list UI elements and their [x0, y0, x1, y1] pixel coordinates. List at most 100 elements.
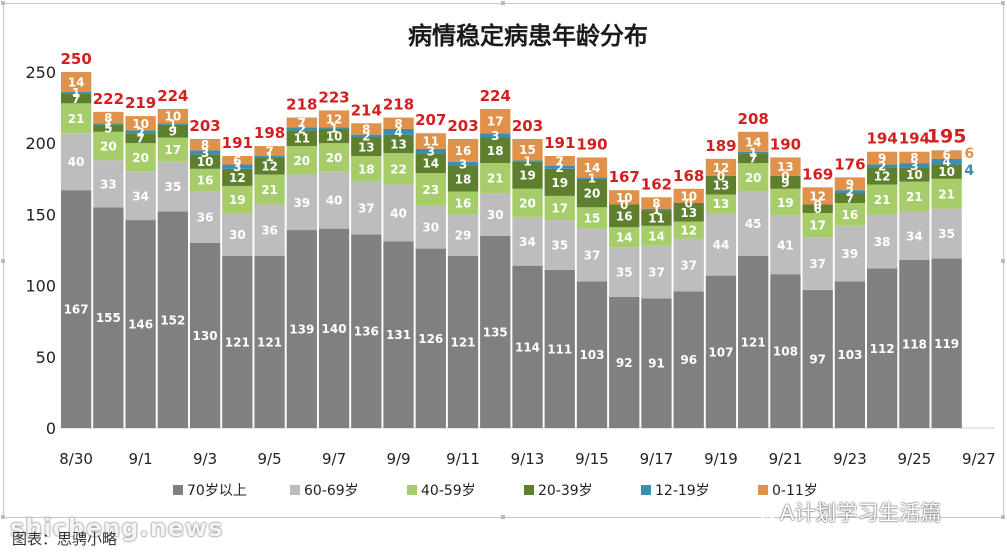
bar-segment	[609, 227, 640, 248]
bar-segment	[480, 109, 511, 134]
bar-segment	[673, 203, 704, 222]
bars	[60, 72, 962, 428]
bar-segment	[899, 163, 930, 168]
x-tick-label: 9/5	[257, 450, 281, 468]
segment-label: 103	[837, 348, 862, 362]
bar-segment	[189, 138, 221, 151]
resize-handle[interactable]	[1001, 259, 1005, 263]
bar-segment	[447, 214, 479, 256]
segment-label: 17	[164, 143, 181, 157]
resize-handle[interactable]	[501, 515, 505, 519]
resize-handle[interactable]	[501, 1, 505, 5]
segment-label: 16	[616, 209, 633, 223]
bar-segment	[286, 127, 317, 131]
legend-swatch	[173, 485, 183, 495]
bar-segment	[125, 220, 156, 428]
segment-label: 7	[136, 132, 144, 146]
segment-label: 13	[358, 140, 375, 154]
segment-label: 7	[846, 192, 854, 206]
bar-segment	[899, 211, 930, 260]
segment-label: 11	[293, 132, 310, 146]
segment-label: 21	[68, 112, 85, 126]
segment-label: 44	[713, 238, 730, 252]
segment-label: 4	[394, 125, 402, 139]
bar-segment	[641, 245, 672, 299]
bar-segment	[480, 193, 511, 236]
segment-label: 11	[648, 211, 665, 225]
bar-segment	[834, 193, 866, 204]
segment-label: 20	[326, 151, 343, 165]
total-label: 203	[189, 117, 220, 135]
bar-segment	[415, 153, 446, 174]
segment-label: 7	[749, 152, 757, 166]
bar-segment	[673, 188, 704, 204]
bar-segment	[93, 111, 124, 124]
bar-segment	[415, 205, 446, 249]
bar-segment	[931, 158, 962, 165]
bar-segment	[931, 164, 962, 179]
segment-label: 20	[584, 187, 601, 201]
resize-handle[interactable]	[1001, 1, 1005, 5]
resize-handle[interactable]	[1001, 515, 1005, 519]
bar-segment	[834, 225, 866, 282]
resize-handle[interactable]	[1, 259, 5, 263]
bar-segment	[512, 138, 543, 161]
segment-label: 40	[326, 194, 343, 208]
segment-label: 121	[257, 335, 282, 349]
bar-segment	[802, 187, 833, 205]
segment-label: 7	[72, 92, 80, 106]
segment-label: 30	[229, 228, 246, 242]
bar-segment	[318, 110, 350, 128]
segment-label: 13	[713, 179, 730, 193]
bar-segment	[60, 103, 92, 134]
segment-label: 3	[233, 160, 241, 174]
segment-label: 2	[362, 130, 370, 144]
segment-label: 18	[358, 162, 375, 176]
segment-label: 35	[616, 266, 633, 280]
legend-swatch	[407, 485, 417, 495]
resize-handle[interactable]	[1, 515, 5, 519]
bar-segment	[576, 157, 608, 178]
segment-label: 130	[193, 329, 218, 343]
bar-segment	[415, 133, 446, 149]
segment-label: 39	[842, 247, 859, 261]
segment-label: 2	[878, 159, 886, 173]
bar-segment	[286, 146, 317, 175]
total-label: 190	[576, 135, 607, 153]
bar-segment	[60, 93, 92, 104]
segment-label: 139	[289, 323, 314, 337]
total-label: 218	[286, 96, 317, 114]
bar-segment	[222, 212, 253, 256]
segment-label: 1	[265, 150, 273, 164]
segment-label: 121	[741, 335, 766, 349]
x-tick-label: 9/27	[962, 450, 996, 468]
bar-segment	[770, 175, 801, 189]
legend-label: 70岁以上	[187, 483, 247, 499]
bar-segment	[738, 151, 769, 154]
bar-segment	[480, 137, 511, 164]
bar-segment	[447, 138, 479, 162]
legend-label: 12-19岁	[655, 483, 710, 499]
segment-label: 37	[809, 257, 826, 271]
segment-label: 10	[132, 117, 149, 131]
bar-segment	[641, 210, 672, 226]
segment-label: 112	[870, 342, 895, 356]
total-label: 223	[318, 88, 349, 106]
segment-label: 13	[713, 197, 730, 211]
x-tick-label: 9/11	[446, 450, 480, 468]
bar-segment	[770, 215, 801, 275]
bar-segment	[512, 265, 543, 428]
bar-segment	[157, 211, 188, 428]
bar-segment	[738, 163, 769, 192]
bar-segment	[351, 123, 382, 135]
segment-label: 14	[584, 161, 601, 175]
bar-segment	[641, 197, 672, 209]
segment-label: 14	[422, 157, 439, 171]
watermark-left: shicheng.news	[10, 514, 224, 542]
resize-handle[interactable]	[1, 1, 5, 5]
bar-segment	[867, 214, 898, 269]
bar-segment	[544, 168, 575, 196]
segment-label: 3	[427, 145, 435, 159]
segment-label: 22	[390, 162, 407, 176]
